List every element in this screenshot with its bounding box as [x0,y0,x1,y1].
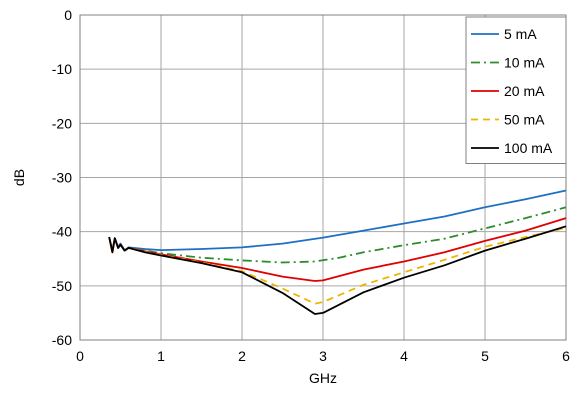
x-axis-title: GHz [309,370,337,386]
y-tick-label: -40 [52,224,72,240]
legend-label: 20 mA [504,83,545,99]
y-tick-label: -50 [52,278,72,294]
y-tick-label: -30 [52,170,72,186]
y-axis-tick-labels: 0 -10 -20 -30 -40 -50 -60 [52,7,72,348]
legend-label: 100 mA [504,140,553,156]
legend-label: 5 mA [504,26,537,42]
x-axis-tick-labels: 0 1 2 3 4 5 6 [76,348,570,364]
x-tick-label: 3 [319,348,327,364]
series-lines [108,189,567,315]
series-line [108,225,567,315]
x-tick-label: 5 [481,348,489,364]
y-axis-title: dB [11,169,27,186]
legend-label: 50 mA [504,112,545,128]
plot-area [79,14,567,341]
x-tick-label: 6 [562,348,570,364]
x-tick-label: 4 [400,348,408,364]
y-tick-label: -10 [52,61,72,77]
legend-label: 10 mA [504,55,545,71]
y-tick-label: -20 [52,115,72,131]
x-tick-label: 1 [157,348,165,364]
series-line [108,227,567,305]
legend: 5 mA 10 mA 20 mA 50 mA 100 mA [465,16,567,164]
series-line [108,189,567,252]
x-tick-label: 2 [238,348,246,364]
y-tick-label: -60 [52,332,72,348]
x-tick-label: 0 [76,348,84,364]
y-tick-label: 0 [64,7,72,23]
